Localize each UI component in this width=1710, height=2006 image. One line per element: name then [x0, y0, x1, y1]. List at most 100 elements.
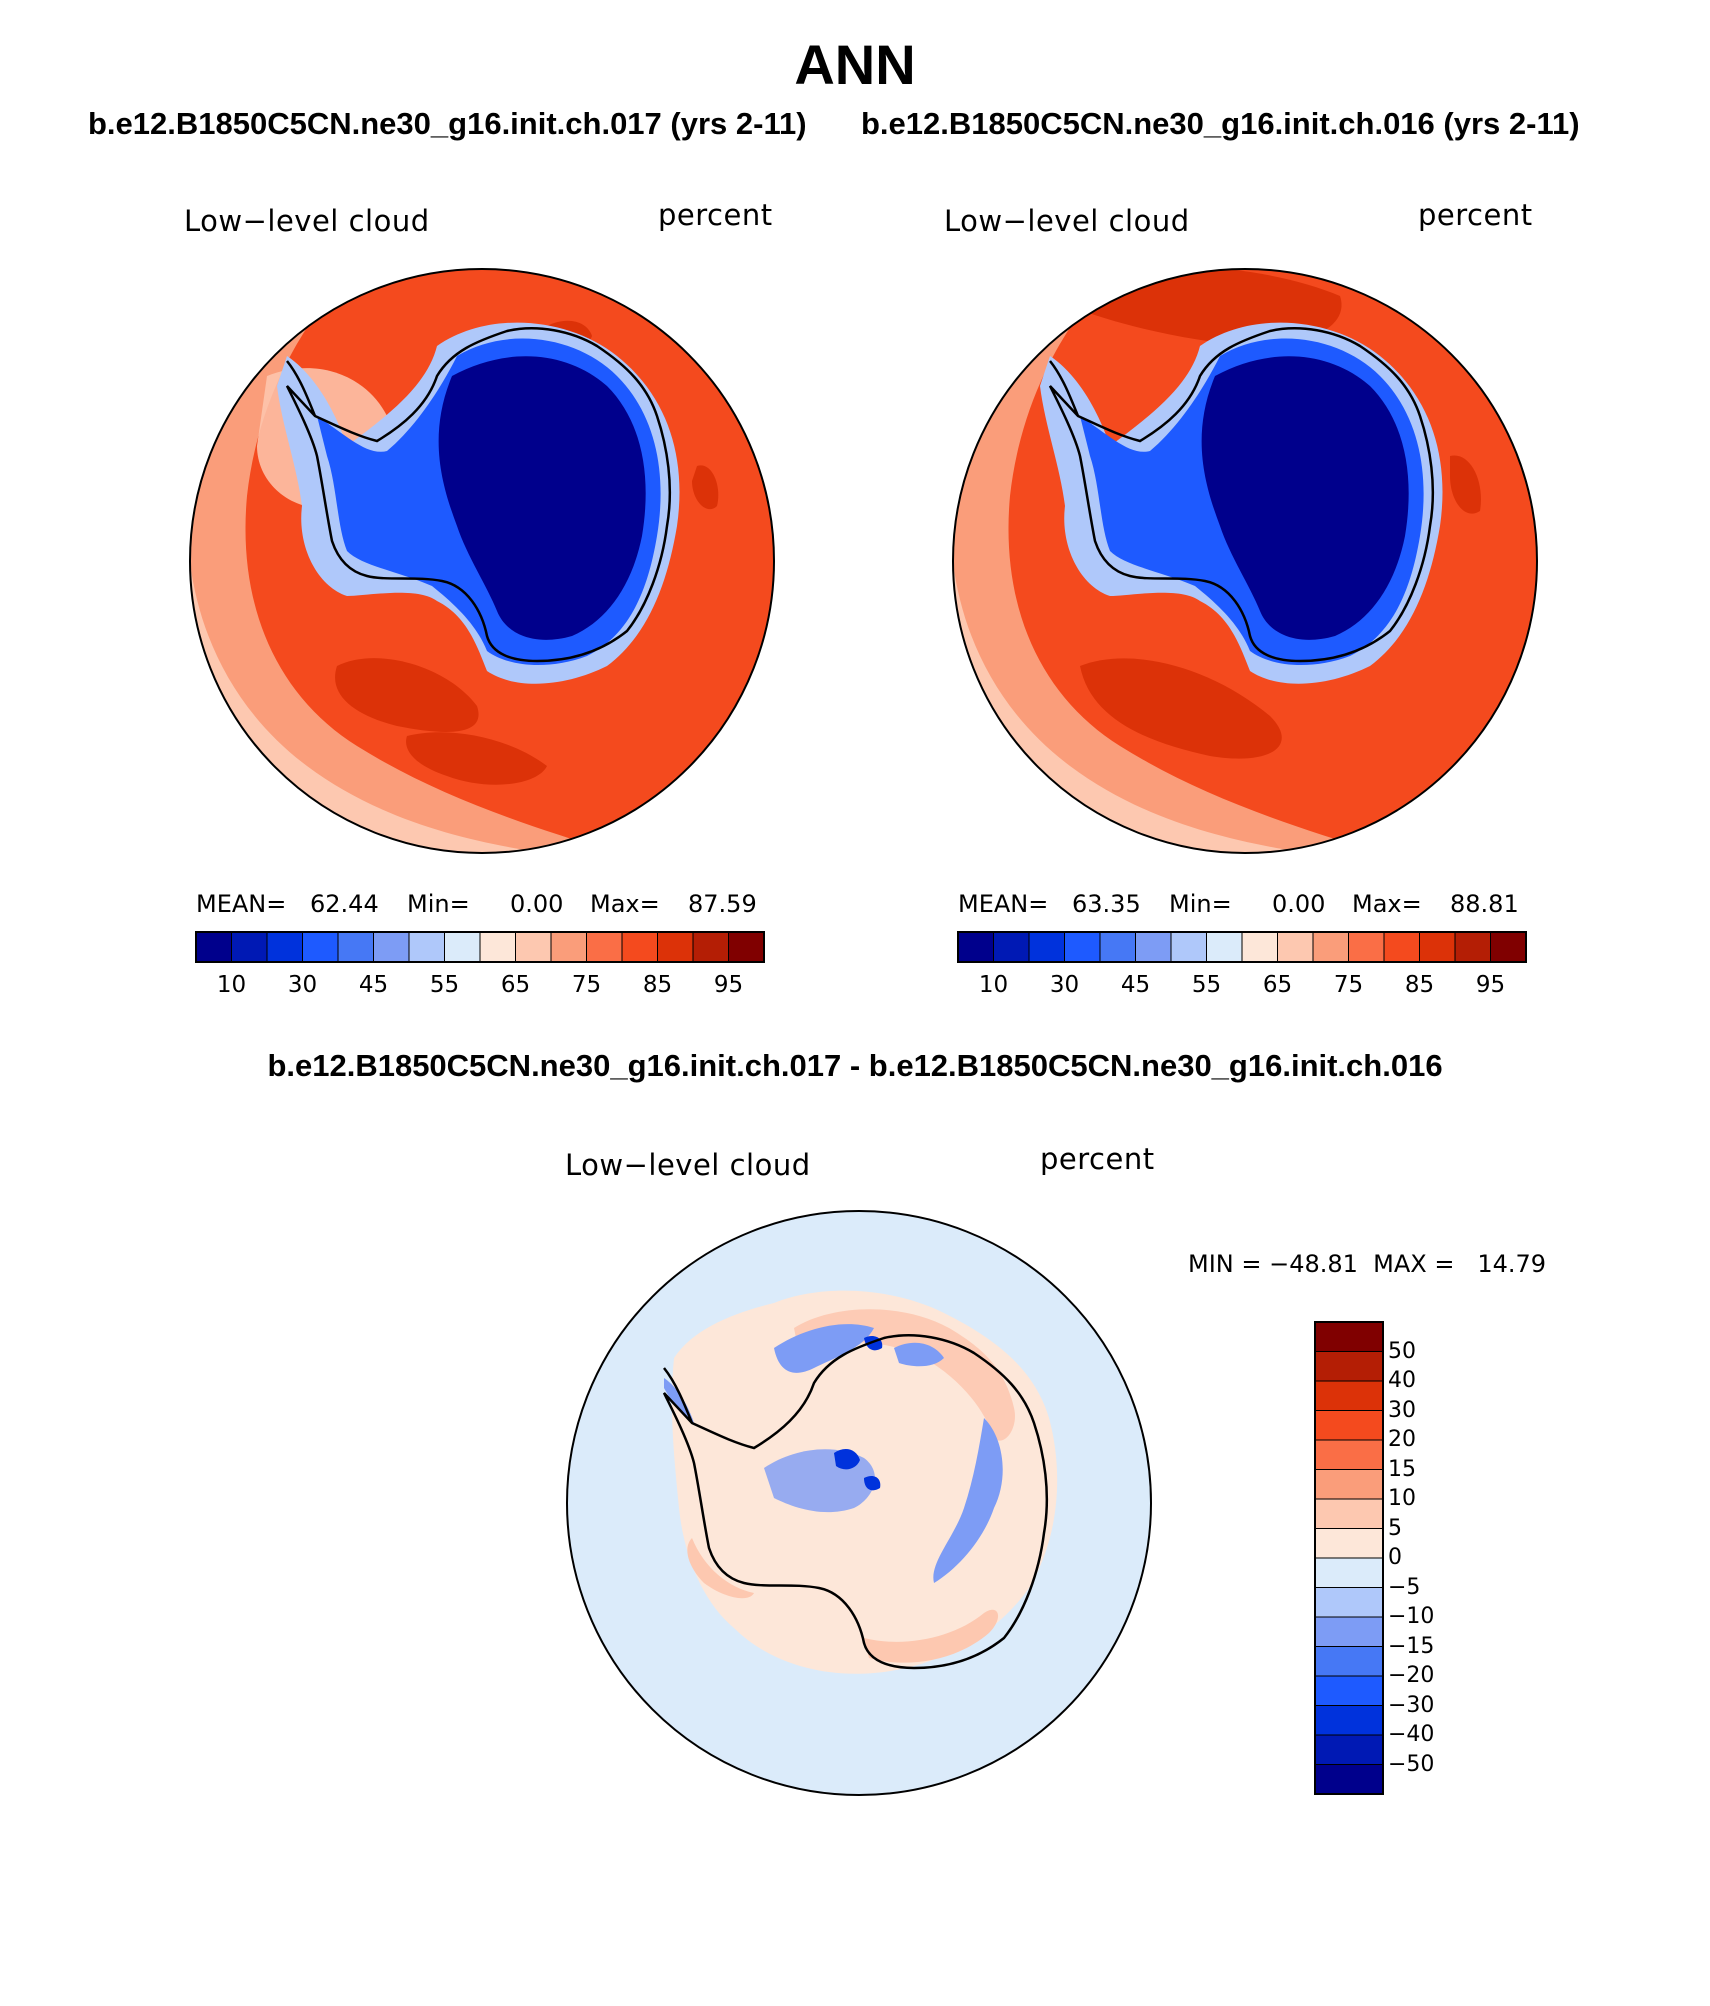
panel-a-max-label: Max= — [590, 890, 660, 918]
colorbar-b-swatch — [1241, 931, 1278, 963]
colorbar-b-swatch — [1454, 931, 1491, 963]
colorbar-a-tick-label: 10 — [216, 972, 247, 998]
colorbar-difference-swatch — [1314, 1646, 1384, 1677]
colorbar-a-tick-label: 45 — [358, 972, 389, 998]
colorbar-a-swatch — [266, 931, 303, 963]
colorbar-difference-tick-label: 40 — [1388, 1368, 1416, 1393]
map-difference — [566, 1210, 1152, 1796]
panel-b-min-label: Min= — [1169, 890, 1232, 918]
colorbar-b-tick-label: 55 — [1191, 972, 1222, 998]
colorbar-b-frame — [957, 931, 1527, 963]
panel-b-min-value: 0.00 — [1272, 890, 1326, 918]
colorbar-difference-tick-label: 0 — [1388, 1545, 1402, 1570]
panel-b-mean-value: 63.35 — [1072, 890, 1141, 918]
colorbar-a-swatch — [337, 931, 374, 963]
colorbar-a-swatch — [550, 931, 587, 963]
case-b-title: b.e12.B1850C5CN.ne30_g16.init.ch.016 (yr… — [861, 106, 1580, 141]
colorbar-a-swatch — [302, 931, 339, 963]
panel-a-mean-value: 62.44 — [310, 890, 379, 918]
colorbar-b-ticks: 10 30 45 55 65 75 85 95 — [958, 972, 1526, 1002]
colorbar-difference-tick-label: −40 — [1388, 1722, 1435, 1747]
colorbar-a-swatch — [728, 931, 765, 963]
colorbar-a-tick-label: 85 — [642, 972, 673, 998]
colorbar-difference-frame — [1314, 1321, 1384, 1795]
colorbar-b — [957, 931, 1527, 963]
colorbar-difference-swatch — [1314, 1321, 1384, 1352]
colorbar-difference-tick-label: −30 — [1388, 1692, 1435, 1718]
panel-a-mean-label: MEAN= — [196, 890, 287, 918]
colorbar-difference-swatch — [1314, 1380, 1384, 1411]
colorbar-difference-tick-label: 15 — [1388, 1456, 1416, 1482]
colorbar-difference-swatch — [1314, 1616, 1384, 1647]
colorbar-b-swatch — [957, 931, 994, 963]
ice-field-a — [277, 322, 680, 684]
colorbar-b-tick-label: 75 — [1333, 972, 1364, 998]
colorbar-difference-swatch — [1314, 1734, 1384, 1765]
colorbar-difference-tick-label: 30 — [1388, 1397, 1416, 1423]
colorbar-b-swatch — [1028, 931, 1065, 963]
colorbar-difference-tick-label: 20 — [1388, 1427, 1416, 1452]
map-panel-a — [189, 268, 775, 854]
colorbar-difference-swatch — [1314, 1351, 1384, 1382]
colorbar-a-tick-label: 65 — [500, 972, 531, 998]
panel-a-max-value: 87.59 — [688, 890, 757, 918]
panel-b-max-value: 88.81 — [1450, 890, 1519, 918]
colorbar-difference-swatch — [1314, 1587, 1384, 1618]
colorbar-a — [195, 931, 765, 963]
colorbar-b-swatch — [1064, 931, 1101, 963]
colorbar-a-swatch — [444, 931, 481, 963]
panel-a-variable: Low−level cloud — [184, 204, 430, 238]
colorbar-a-swatch — [621, 931, 658, 963]
panel-b-mean-label: MEAN= — [958, 890, 1049, 918]
colorbar-a-tick-label: 55 — [429, 972, 460, 998]
colorbar-a-swatch — [479, 931, 516, 963]
difference-title: b.e12.B1850C5CN.ne30_g16.init.ch.017 - b… — [267, 1048, 1443, 1083]
colorbar-b-tick-label: 45 — [1120, 972, 1151, 998]
panel-a-min-label: Min= — [407, 890, 470, 918]
colorbar-a-frame — [195, 931, 765, 963]
colorbar-difference-swatch — [1314, 1439, 1384, 1470]
colorbar-difference-swatch — [1314, 1557, 1384, 1588]
colorbar-difference-swatch — [1314, 1528, 1384, 1559]
colorbar-a-swatch — [515, 931, 552, 963]
colorbar-b-swatch — [1099, 931, 1136, 963]
colorbar-difference-tick-label: −5 — [1388, 1574, 1421, 1600]
colorbar-a-swatch — [408, 931, 445, 963]
panel-b-variable: Low−level cloud — [944, 204, 1190, 238]
colorbar-a-swatch — [231, 931, 268, 963]
colorbar-b-tick-label: 30 — [1049, 972, 1080, 998]
figure-title: ANN — [794, 33, 916, 96]
colorbar-difference-tick-label: 10 — [1388, 1486, 1416, 1511]
panel-b-units: percent — [1418, 198, 1533, 232]
colorbar-b-swatch — [1348, 931, 1385, 963]
colorbar-a-swatch — [195, 931, 232, 963]
colorbar-difference-swatch — [1314, 1764, 1384, 1795]
colorbar-difference-swatch — [1314, 1498, 1384, 1529]
colorbar-difference-tick-label: −10 — [1388, 1604, 1435, 1629]
case-a-title: b.e12.B1850C5CN.ne30_g16.init.ch.017 (yr… — [88, 106, 807, 141]
panel-b-max-label: Max= — [1352, 890, 1422, 918]
diff-units: percent — [1040, 1142, 1155, 1176]
colorbar-a-swatch — [692, 931, 729, 963]
colorbar-difference-swatch — [1314, 1410, 1384, 1441]
colorbar-difference-ticks: 50 40 30 20 15 10 5 0 −5 −10 −15 −20 −30 −40 −50 — [1388, 1322, 1458, 1794]
colorbar-difference-tick-label: 50 — [1388, 1338, 1416, 1364]
colorbar-b-swatch — [1490, 931, 1527, 963]
colorbar-b-swatch — [993, 931, 1030, 963]
colorbar-difference-tick-label: −15 — [1388, 1633, 1435, 1659]
colorbar-a-ticks: 10 30 45 55 65 75 85 95 — [196, 972, 764, 1002]
panel-a-min-value: 0.00 — [510, 890, 564, 918]
colorbar-difference-swatch — [1314, 1675, 1384, 1706]
panel-a-units: percent — [658, 198, 773, 232]
colorbar-b-swatch — [1419, 931, 1456, 963]
colorbar-a-tick-label: 95 — [713, 972, 744, 998]
colorbar-b-swatch — [1312, 931, 1349, 963]
colorbar-a-tick-label: 30 — [287, 972, 318, 998]
colorbar-b-swatch — [1135, 931, 1172, 963]
colorbar-b-swatch — [1277, 931, 1314, 963]
colorbar-difference — [1314, 1321, 1384, 1795]
colorbar-b-swatch — [1170, 931, 1207, 963]
diff-minmax: MIN = −48.81 MAX = 14.79 — [1188, 1250, 1547, 1278]
map-panel-b — [952, 268, 1538, 854]
colorbar-difference-tick-label: −50 — [1388, 1751, 1435, 1777]
